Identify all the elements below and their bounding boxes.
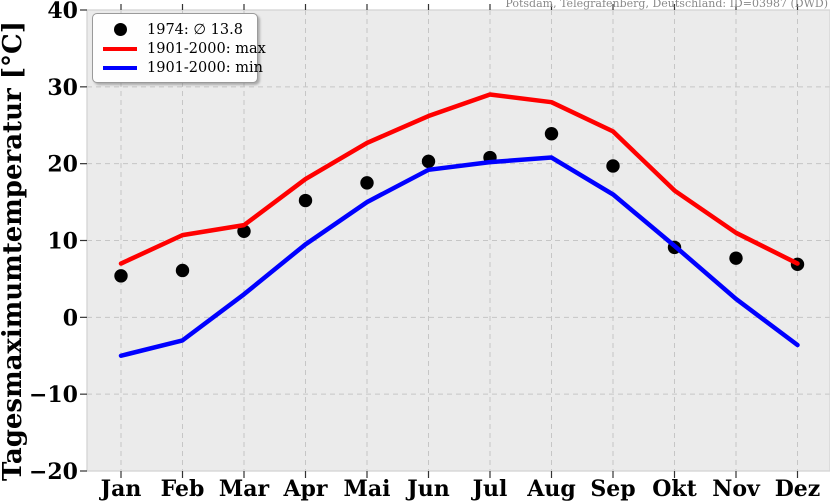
data-point	[421, 154, 436, 169]
data-point	[298, 193, 313, 208]
legend-label-min: 1901-2000: min	[147, 59, 263, 76]
x-tick-label: Jan	[99, 476, 142, 502]
data-point	[360, 176, 374, 190]
scatter-dot-marker-icon	[113, 23, 127, 36]
y-tick-label: −10	[29, 382, 78, 408]
data-point	[606, 159, 620, 173]
x-tick-label: Mar	[219, 476, 270, 502]
legend-item-min: 1901-2000: min	[99, 58, 263, 77]
series-line-max	[118, 92, 800, 266]
y-axis-title: Tagesmaximumtemperatur [°C]	[0, 21, 28, 482]
data-point	[114, 269, 128, 283]
y-tick-label: 30	[47, 75, 78, 101]
x-tick-label: Dez	[775, 476, 821, 502]
station-title: Potsdam, Telegrafenberg, Deutschland: ID…	[505, 0, 828, 10]
legend-label-1974: 1974: ∅ 13.8	[147, 21, 243, 38]
x-tick-labels: Jan Feb Mar Apr Mai Jun Jul Aug Sep Okt Nov Dez	[99, 476, 821, 502]
x-tick-label: Mai	[344, 476, 391, 502]
x-tick-label: Feb	[161, 476, 205, 502]
legend-item-1974: 1974: ∅ 13.8	[99, 20, 251, 39]
x-tick-label: Nov	[712, 476, 761, 502]
y-tick-label: −20	[29, 459, 78, 485]
legend-item-max: 1901-2000: max	[99, 39, 266, 58]
x-tick-label: Apr	[282, 476, 327, 502]
y-tick-label: 0	[63, 305, 78, 331]
y-tick-label: 10	[47, 229, 78, 255]
data-point	[175, 263, 190, 278]
legend: 1974: ∅ 13.8 1901-2000: max 1901-2000: m…	[92, 13, 266, 83]
x-tick-label: Okt	[652, 476, 697, 502]
axis-ticks	[80, 4, 799, 478]
x-tick-label: Aug	[526, 476, 575, 502]
data-point	[544, 127, 559, 141]
legend-label-max: 1901-2000: max	[147, 40, 266, 57]
x-tick-label: Sep	[590, 476, 635, 502]
data-point	[729, 251, 743, 265]
series-line-min	[118, 155, 800, 358]
y-tick-label: 40	[47, 0, 78, 24]
y-tick-label: 20	[47, 152, 78, 178]
x-tick-label: Jun	[405, 476, 449, 502]
max-line-marker-icon	[103, 46, 137, 51]
y-tick-labels: 40 30 20 10 0 −10 −20	[29, 0, 78, 485]
x-tick-label: Jul	[471, 476, 508, 502]
min-line-marker-icon	[103, 65, 137, 70]
